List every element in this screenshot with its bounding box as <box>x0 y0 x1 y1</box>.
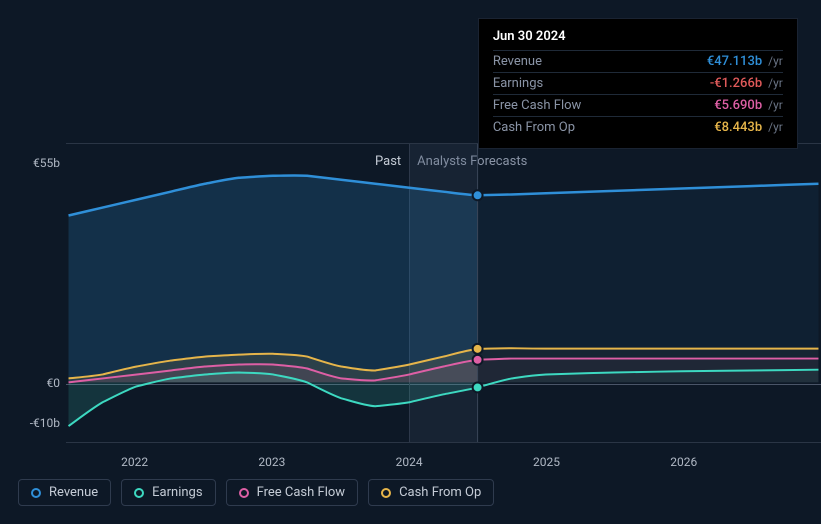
legend-label: Earnings <box>152 485 202 500</box>
fcf-marker <box>473 355 483 365</box>
chart-svg-layer <box>66 144 821 442</box>
tooltip-row: Earnings -€1.266b /yr <box>493 72 783 94</box>
legend-dot-icon <box>381 488 391 498</box>
legend-item-free-cash-flow[interactable]: Free Cash Flow <box>226 479 358 506</box>
legend-dot-icon <box>134 488 144 498</box>
tooltip-metric-label: Cash From Op <box>493 120 575 135</box>
legend-item-cash-from-op[interactable]: Cash From Op <box>368 479 494 506</box>
legend-label: Free Cash Flow <box>257 485 345 500</box>
revenue-marker <box>473 190 483 200</box>
legend-item-revenue[interactable]: Revenue <box>18 479 111 506</box>
tooltip-row: Free Cash Flow €5.690b /yr <box>493 94 783 116</box>
y-tick-label: €0 <box>47 376 61 390</box>
hover-tooltip: Jun 30 2024 Revenue €47.113b /yr Earnings -… <box>478 18 798 149</box>
cfo-marker <box>473 344 483 354</box>
tooltip-date: Jun 30 2024 <box>493 29 783 44</box>
y-tick-label: -€10b <box>30 416 60 430</box>
tooltip-metric-value: €5.690b /yr <box>714 98 783 113</box>
x-tick-label: 2022 <box>121 455 148 469</box>
legend-dot-icon <box>31 488 41 498</box>
plot-area[interactable]: Past Analysts Forecasts <box>66 143 821 443</box>
legend: Revenue Earnings Free Cash Flow Cash From O… <box>18 479 494 506</box>
tooltip-metric-value: -€1.266b /yr <box>710 76 783 91</box>
tooltip-metric-value: €8.443b /yr <box>714 120 783 135</box>
financials-chart: €55b€0-€10b Past Analysts Forecasts 2022… <box>18 18 803 506</box>
legend-label: Revenue <box>49 485 98 500</box>
earnings-marker <box>473 382 483 392</box>
x-tick-label: 2025 <box>533 455 560 469</box>
y-axis: €55b €0 -€10b <box>18 18 60 506</box>
tooltip-row: Cash From Op €8.443b /yr <box>493 116 783 138</box>
x-tick-label: 2023 <box>258 455 285 469</box>
revenue-fill-past <box>69 175 478 382</box>
legend-item-earnings[interactable]: Earnings <box>121 479 215 506</box>
tooltip-metric-value: €47.113b /yr <box>707 54 783 69</box>
tooltip-metric-label: Revenue <box>493 54 542 69</box>
legend-label: Cash From Op <box>399 485 481 500</box>
tooltip-row: Revenue €47.113b /yr <box>493 50 783 72</box>
x-tick-label: 2026 <box>670 455 697 469</box>
x-tick-label: 2024 <box>396 455 423 469</box>
tooltip-metric-label: Earnings <box>493 76 543 91</box>
tooltip-metric-label: Free Cash Flow <box>493 98 581 113</box>
legend-dot-icon <box>239 488 249 498</box>
x-axis: 2022 2023 2024 2025 2026 <box>18 455 803 475</box>
y-tick-label: €55b <box>33 156 60 170</box>
cfo-fill-future <box>478 348 819 382</box>
